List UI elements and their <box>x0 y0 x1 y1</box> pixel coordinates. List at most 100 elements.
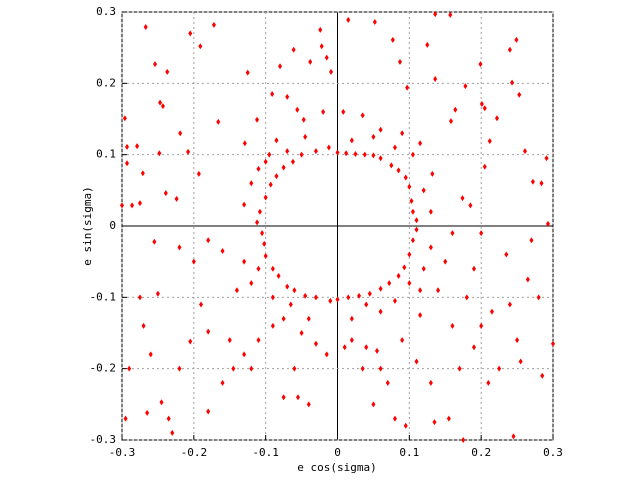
point <box>375 347 380 354</box>
point <box>443 258 448 265</box>
point <box>468 202 473 209</box>
point <box>446 415 451 422</box>
point <box>274 173 279 180</box>
point <box>432 419 437 426</box>
point <box>256 337 261 344</box>
point <box>405 84 410 91</box>
point <box>482 105 487 112</box>
point <box>479 322 484 329</box>
point <box>188 30 193 37</box>
point <box>349 137 354 144</box>
x-tick-label: 0.3 <box>543 446 563 459</box>
point <box>479 101 484 108</box>
point <box>428 379 433 386</box>
point <box>178 130 183 137</box>
point <box>433 11 438 18</box>
point <box>199 301 204 308</box>
point <box>515 337 520 344</box>
point <box>285 148 290 155</box>
point <box>177 244 182 251</box>
point <box>288 301 293 308</box>
point <box>410 151 415 158</box>
point <box>191 258 196 265</box>
point <box>306 315 311 322</box>
point <box>364 344 369 351</box>
point <box>540 372 545 379</box>
x-axis-label: e cos(sigma) <box>297 461 376 474</box>
point <box>425 41 430 48</box>
point <box>170 429 175 436</box>
point <box>396 167 401 174</box>
point <box>536 294 541 301</box>
point <box>274 137 279 144</box>
point <box>392 297 397 304</box>
point <box>135 143 140 150</box>
point <box>143 23 148 30</box>
point <box>125 160 130 167</box>
y-tick-label: 0.2 <box>96 76 116 89</box>
point <box>231 365 236 372</box>
point <box>163 190 168 197</box>
point <box>255 219 260 226</box>
point <box>216 118 221 125</box>
point <box>303 133 308 140</box>
point <box>463 83 468 90</box>
point <box>270 91 275 98</box>
point <box>120 202 124 209</box>
point <box>270 294 275 301</box>
point <box>326 144 331 151</box>
point <box>249 180 254 187</box>
point <box>514 36 519 43</box>
x-tick-label: -0.2 <box>181 446 208 459</box>
point <box>390 36 395 43</box>
point <box>407 251 412 258</box>
point <box>165 68 170 75</box>
point <box>292 365 297 372</box>
point <box>242 258 247 265</box>
point <box>450 230 455 237</box>
point <box>141 322 146 329</box>
point <box>414 226 419 233</box>
point <box>211 21 216 28</box>
point <box>291 46 296 53</box>
point <box>281 315 286 322</box>
x-tick-label: -0.3 <box>109 446 136 459</box>
point <box>389 162 394 169</box>
point <box>448 11 453 18</box>
point <box>159 399 164 406</box>
point <box>346 16 351 23</box>
point <box>430 170 435 177</box>
y-tick-label: -0.1 <box>90 290 117 303</box>
point <box>148 351 153 358</box>
point <box>295 394 300 401</box>
point <box>157 150 162 157</box>
point <box>362 151 367 158</box>
point <box>268 181 273 188</box>
point <box>186 148 191 155</box>
point <box>471 344 476 351</box>
point <box>478 61 483 68</box>
point <box>421 187 426 194</box>
point <box>400 130 405 137</box>
point <box>407 280 412 287</box>
point <box>450 322 455 329</box>
point <box>285 93 290 100</box>
point <box>522 148 527 155</box>
point <box>486 379 491 386</box>
point <box>125 143 130 150</box>
point <box>482 163 487 170</box>
point <box>414 358 419 365</box>
point <box>267 151 272 158</box>
point <box>403 422 408 429</box>
point <box>206 328 211 335</box>
x-tick-label: 0.2 <box>471 446 491 459</box>
point <box>487 138 492 145</box>
point <box>453 106 458 113</box>
point <box>397 58 402 65</box>
point <box>329 68 334 75</box>
point <box>308 58 313 65</box>
point <box>342 344 347 351</box>
point <box>410 208 415 215</box>
point <box>367 290 372 297</box>
